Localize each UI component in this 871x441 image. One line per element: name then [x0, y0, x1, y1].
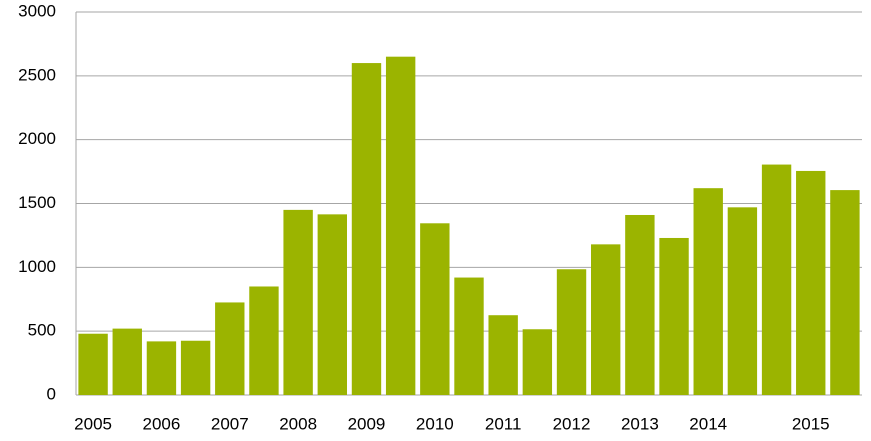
- x-tick-label: 2013: [621, 414, 659, 433]
- y-tick-label: 2500: [18, 65, 56, 84]
- bar: [454, 277, 484, 395]
- bar: [249, 286, 279, 395]
- x-tick-label: 2009: [348, 414, 386, 433]
- bar: [727, 207, 758, 395]
- x-tick-label: 2011: [485, 414, 522, 433]
- bar: [351, 63, 382, 396]
- y-tick-label: 0: [47, 384, 56, 403]
- bar: [693, 188, 723, 395]
- bar: [591, 244, 621, 395]
- bar: [317, 214, 347, 395]
- bar: [659, 237, 689, 395]
- y-tick-label: 500: [28, 321, 56, 340]
- x-tick-label: 2005: [74, 414, 112, 433]
- bar: [761, 164, 792, 395]
- bar: [488, 315, 518, 395]
- bar: [522, 329, 553, 395]
- bar: [112, 328, 142, 395]
- y-tick-label: 1500: [18, 193, 56, 212]
- bar: [830, 190, 860, 395]
- x-tick-label: 2014: [689, 414, 727, 433]
- bar: [556, 269, 587, 395]
- bar: [625, 214, 655, 395]
- x-tick-label: 2010: [416, 414, 454, 433]
- y-tick-label: 2000: [18, 129, 56, 148]
- x-tick-label: 2007: [211, 414, 249, 433]
- bar: [215, 302, 245, 395]
- x-tick-label: 2015: [792, 414, 830, 433]
- bar: [146, 341, 177, 395]
- x-tick-label: 2006: [143, 414, 181, 433]
- y-tick-label: 3000: [18, 1, 56, 20]
- bar: [385, 56, 416, 395]
- bar: [283, 209, 313, 395]
- x-tick-label: 2008: [279, 414, 317, 433]
- x-tick-label: 2012: [553, 414, 591, 433]
- bar: [180, 340, 211, 395]
- bar: [78, 333, 108, 395]
- bar: [796, 170, 826, 395]
- y-tick-label: 1000: [18, 257, 56, 276]
- bar: [420, 223, 450, 395]
